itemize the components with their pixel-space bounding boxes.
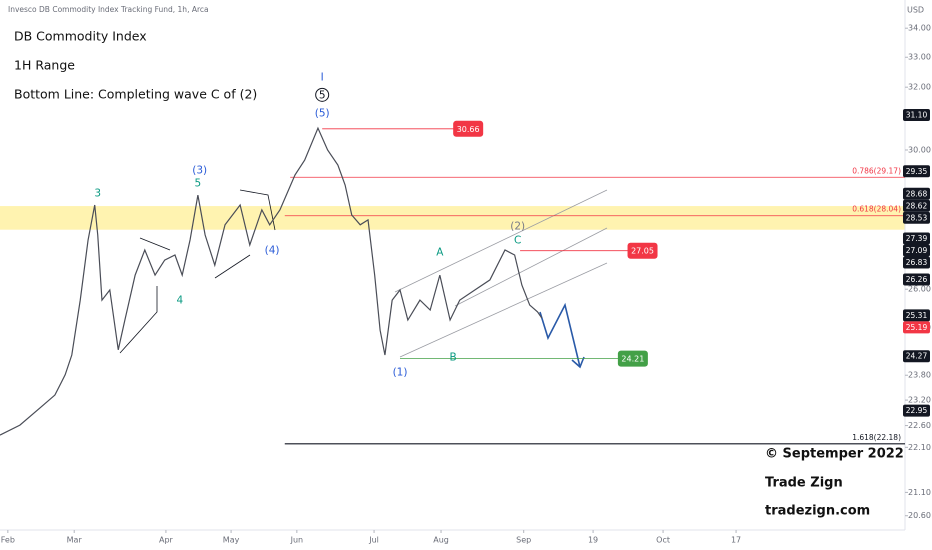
wave-circle xyxy=(315,87,330,102)
zone-band xyxy=(0,206,905,230)
price-tag xyxy=(903,256,930,269)
triangle-line xyxy=(139,237,171,251)
drawings xyxy=(119,189,608,369)
wave-label: A xyxy=(436,247,444,259)
price-tag-label: 26.26 xyxy=(906,275,928,284)
wave-label: I xyxy=(321,71,324,83)
wave-label: (5) xyxy=(315,108,330,120)
website: tradezign.com xyxy=(765,504,870,519)
copyright: © Septemper 2022 xyxy=(765,447,904,462)
price-tag xyxy=(903,187,930,200)
price-tag xyxy=(903,309,930,322)
price-tag xyxy=(903,199,930,212)
wave-label: 5 xyxy=(319,89,326,101)
x-tick-label: Feb xyxy=(1,536,15,545)
wave-label: B xyxy=(449,352,456,364)
level-box xyxy=(453,120,484,137)
price-tag-label: 27.39 xyxy=(906,234,928,243)
x-tick-label: Oct xyxy=(656,536,670,545)
price-tag-label: 31.10 xyxy=(906,110,928,119)
x-tick-label: May xyxy=(223,536,240,545)
channel-line xyxy=(454,227,608,307)
y-tick-label: 20.60 xyxy=(908,511,931,520)
price-tag-label: 27.09 xyxy=(906,246,928,255)
wave-label: 4 xyxy=(176,295,183,307)
price-tag xyxy=(903,244,930,257)
level-label: 30.66 xyxy=(457,125,480,134)
triangle-line xyxy=(214,254,251,279)
price-tag-label: 28.62 xyxy=(906,201,928,210)
headline: Bottom Line: Completing wave C of (2) xyxy=(14,87,257,102)
price-tag xyxy=(903,273,930,286)
price-tag xyxy=(903,404,930,417)
wave-label: 5 xyxy=(195,177,202,189)
price-tag-label: 26.83 xyxy=(906,258,928,267)
wave-label: (1) xyxy=(393,366,408,378)
channel-line xyxy=(399,262,608,358)
price-tag xyxy=(903,350,930,363)
level-box xyxy=(627,242,658,259)
triangle-line xyxy=(239,189,276,231)
price-tag-label: 24.27 xyxy=(906,352,928,361)
price-tag-label: 29.35 xyxy=(906,167,928,176)
y-tick-label: 33.00 xyxy=(908,53,931,62)
level-label: 24.21 xyxy=(621,355,644,364)
y-tick-label: 32.00 xyxy=(908,83,931,92)
chart-title: Invesco DB Commodity Index Tracking Fund… xyxy=(8,5,209,14)
wave-label: C xyxy=(514,234,521,246)
y-tick-label: 30.00 xyxy=(908,145,931,154)
price-tag xyxy=(903,165,930,178)
currency: USD xyxy=(907,6,924,15)
channel-line xyxy=(394,189,608,293)
projection-arrow xyxy=(539,302,581,368)
y-tick-label: 23.20 xyxy=(908,396,931,405)
price-tag-label: 28.68 xyxy=(906,189,928,198)
x-tick-label: Jul xyxy=(368,536,379,545)
x-tick-label: Aug xyxy=(433,536,449,545)
y-tick-label: 22.60 xyxy=(908,421,931,430)
headline: DB Commodity Index xyxy=(14,29,147,44)
wave-label: (3) xyxy=(192,164,207,176)
wave-label: (2) xyxy=(510,221,525,233)
y-tick-label: 26.00 xyxy=(908,285,931,294)
x-tick-label: Mar xyxy=(67,536,83,545)
x-tick-label: 17 xyxy=(731,536,741,545)
x-tick-label: Apr xyxy=(159,536,174,545)
level-label: 27.05 xyxy=(631,247,654,256)
wave-label: (4) xyxy=(265,244,280,256)
y-tick-label: 34.00 xyxy=(908,24,931,33)
y-tick-label: 22.10 xyxy=(908,443,931,452)
x-tick-label: Sep xyxy=(516,536,531,545)
price-line xyxy=(0,126,543,436)
price-tag-label: 28.53 xyxy=(906,213,928,222)
price-tag xyxy=(903,321,930,334)
level-box xyxy=(617,350,648,367)
x-tick-label: Jun xyxy=(290,536,304,545)
price-tag-label: 22.95 xyxy=(906,406,928,415)
headline: 1H Range xyxy=(14,58,75,73)
price-tag xyxy=(903,232,930,245)
y-tick-label: 21.10 xyxy=(908,488,931,497)
price-tag-label: 25.31 xyxy=(906,311,928,320)
price-tag-label: 25.19 xyxy=(906,323,928,332)
level-label: 0.618(28.04) xyxy=(852,205,901,214)
level-label: 0.786(29.17) xyxy=(852,166,901,175)
price-tag xyxy=(903,108,930,121)
price-tag xyxy=(903,211,930,224)
x-tick-label: 19 xyxy=(588,536,598,545)
brand: Trade Zign xyxy=(765,476,843,491)
arrow-head xyxy=(571,356,585,369)
y-tick-label: 23.80 xyxy=(908,371,931,380)
level-label: 1.618(22.18) xyxy=(852,433,901,442)
triangle-line xyxy=(119,286,158,354)
wave-label: 3 xyxy=(94,188,101,200)
